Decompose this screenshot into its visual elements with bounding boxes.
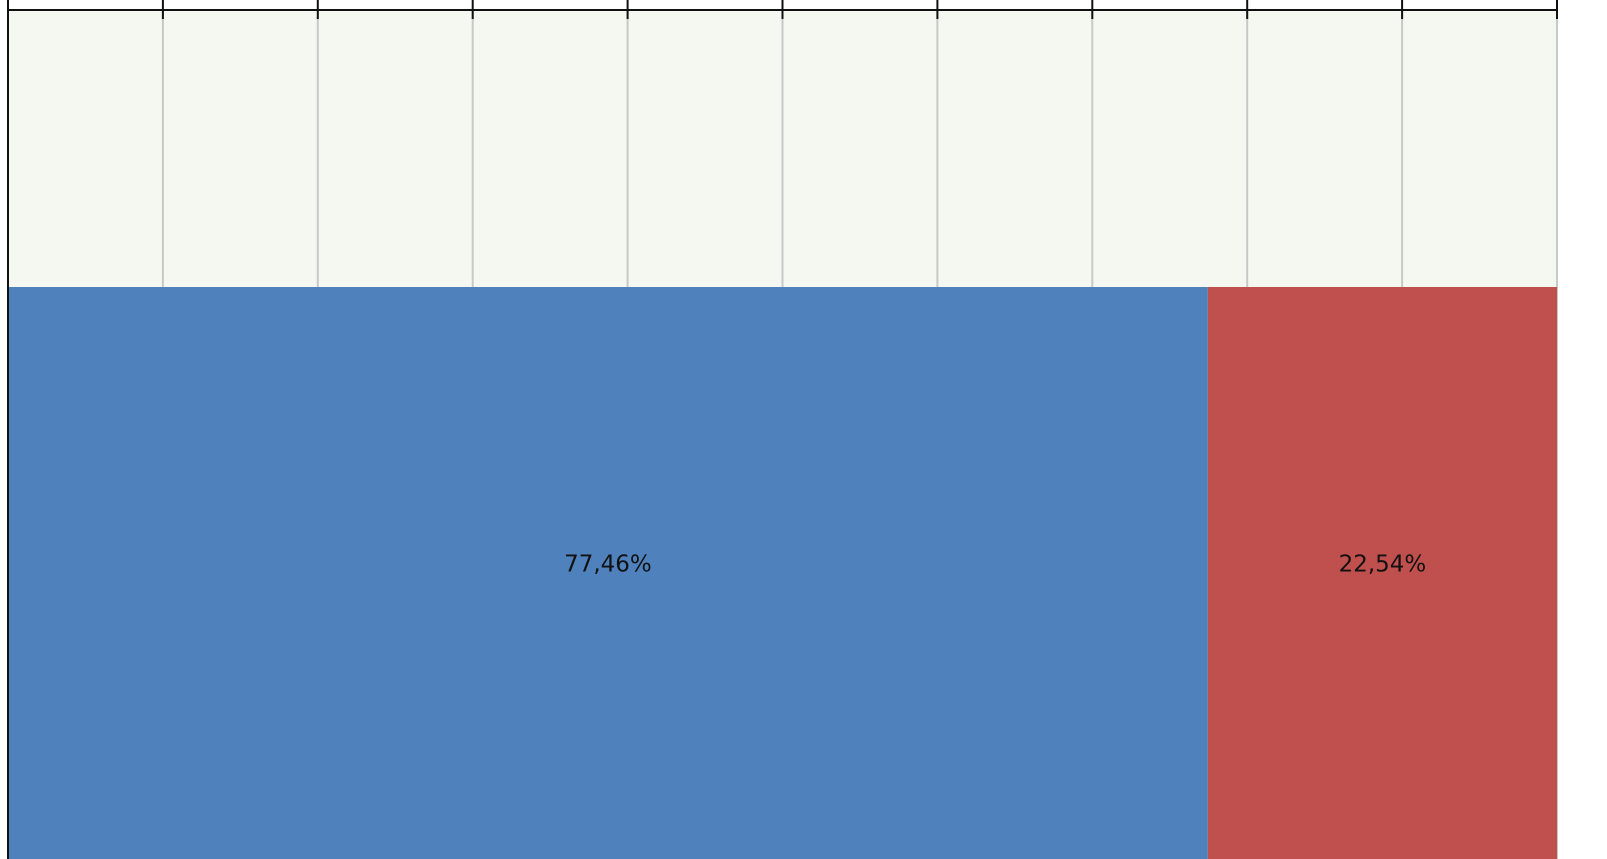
bar-segment [8, 287, 1208, 859]
data-label: 77,46% [564, 552, 652, 578]
bar-segment [1207, 287, 1557, 859]
data-label: 22,54% [1339, 552, 1427, 578]
